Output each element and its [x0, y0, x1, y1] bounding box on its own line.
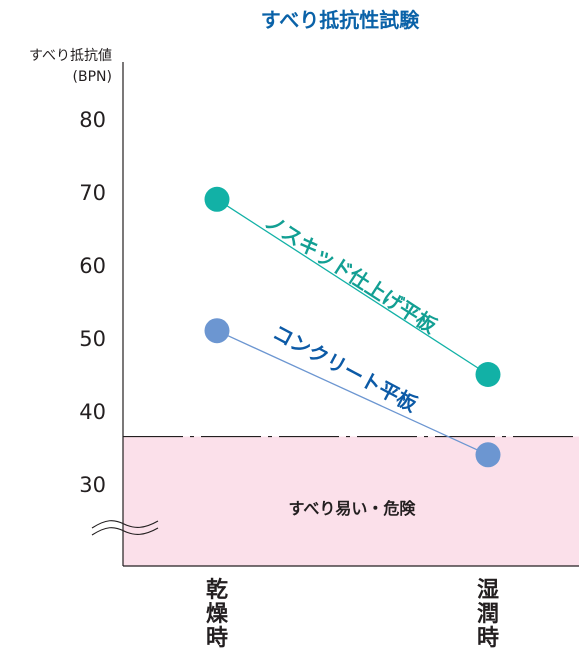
data-point [204, 186, 230, 212]
x-category-label: 乾燥時 [206, 577, 229, 650]
y-tick-label: 30 [79, 473, 106, 497]
chart-title: すべり抵抗性試験 [261, 8, 421, 32]
x-category-label: 湿潤時 [477, 578, 499, 650]
y-axis-label: すべり抵抗値 [29, 48, 112, 64]
series-label-concrete: コンクリート平板 [269, 320, 422, 417]
y-tick-label: 60 [79, 254, 106, 278]
y-tick-label: 50 [79, 327, 106, 351]
data-point [475, 442, 501, 468]
series-line [216, 198, 489, 376]
y-tick-label: 70 [79, 181, 106, 205]
data-point [475, 362, 501, 387]
y-axis-unit: (BPN) [73, 69, 112, 85]
y-tick-label: 80 [79, 108, 106, 132]
y-tick-label: 40 [79, 400, 106, 424]
axis-break-mark [91, 520, 159, 536]
data-point [204, 318, 230, 344]
danger-zone [123, 436, 579, 566]
danger-zone-label: すべり易い・危険 [289, 499, 417, 518]
series-label-nonskid: ノスキッド仕上げ平板 [260, 209, 442, 339]
series-line [216, 330, 489, 456]
